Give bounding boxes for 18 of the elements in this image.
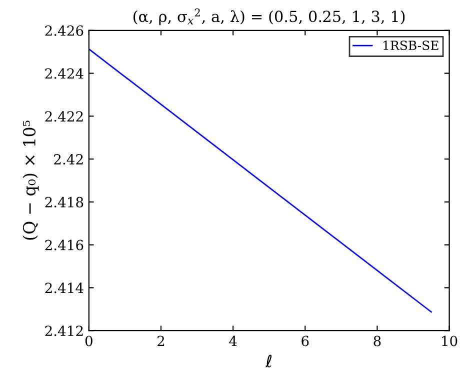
y-tick-label: 2.416 — [45, 240, 84, 250]
x-tick-label: 0 — [85, 336, 92, 346]
x-tick-label: 2 — [158, 336, 164, 346]
x-tick-label: 6 — [302, 336, 309, 346]
y-axis-title: (Q − q₀) × 10⁵ — [22, 120, 39, 240]
y-tick-label: 2.418 — [45, 196, 84, 208]
x-tick-label: 4 — [229, 336, 237, 346]
chart-title: (α, ρ, σ$_{x}$$^{2}$, a, λ) = (0.5, 0.25, 1, 3, 1) — [133, 8, 405, 26]
y-tick-label: 2.426 — [45, 25, 84, 36]
x-tick-label: 10 — [442, 336, 458, 346]
legend-label: 1RSB-SE — [384, 40, 438, 50]
y-tick-label: 2.422 — [45, 111, 83, 122]
x-axis-title: ℓ — [265, 354, 272, 368]
y-tick-label: 2.42 — [54, 154, 83, 165]
y-tick-label: 2.412 — [45, 326, 83, 336]
y-tick-label: 2.414 — [45, 282, 84, 294]
x-tick-label: 8 — [374, 336, 381, 346]
y-tick-label: 2.424 — [45, 68, 84, 79]
